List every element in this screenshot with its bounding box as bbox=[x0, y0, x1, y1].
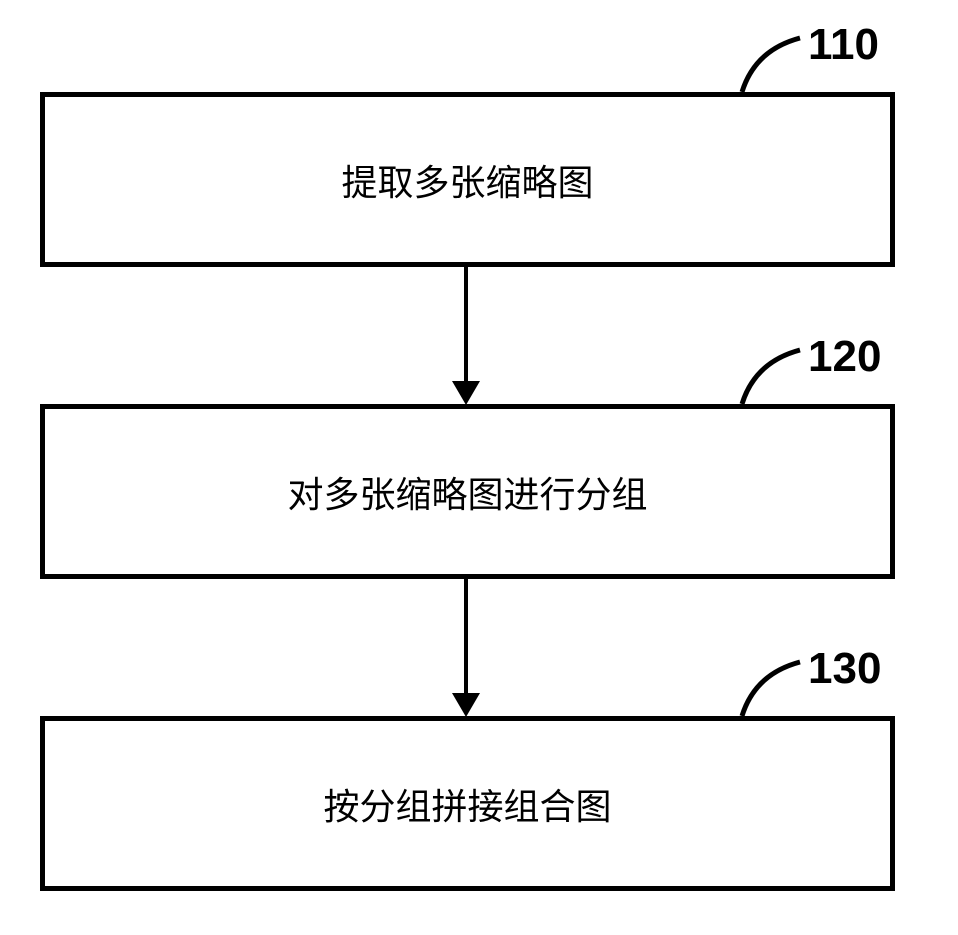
step3-box: 按分组拼接组合图 bbox=[40, 716, 895, 891]
step1-label: 110 bbox=[808, 20, 879, 70]
step3-text: 按分组拼接组合图 bbox=[323, 778, 611, 830]
step1-box: 提取多张缩略图 bbox=[40, 92, 895, 267]
step3-label: 130 bbox=[808, 644, 881, 694]
step2-curve bbox=[735, 342, 815, 412]
step1-curve bbox=[735, 30, 815, 100]
step1-text: 提取多张缩略图 bbox=[341, 154, 593, 206]
arrow1 bbox=[464, 267, 494, 404]
arrow2 bbox=[464, 579, 494, 716]
step2-box: 对多张缩略图进行分组 bbox=[40, 404, 895, 579]
step2-text: 对多张缩略图进行分组 bbox=[287, 466, 647, 518]
step3-curve bbox=[735, 654, 815, 724]
step2-label: 120 bbox=[808, 332, 881, 382]
flowchart-container: 110 提取多张缩略图 120 对多张缩略图进行分组 130 按分组拼接组合图 bbox=[40, 20, 918, 915]
